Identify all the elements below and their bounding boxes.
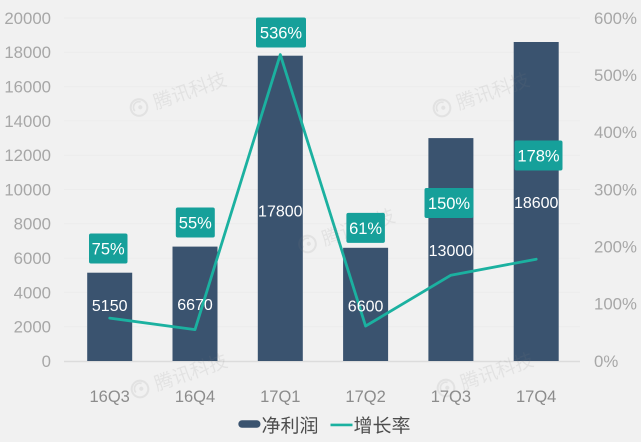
svg-text:150%: 150% <box>428 195 471 213</box>
svg-text:4000: 4000 <box>14 283 51 302</box>
svg-text:6600: 6600 <box>348 298 384 315</box>
svg-text:500%: 500% <box>594 66 637 85</box>
svg-text:75%: 75% <box>92 240 125 258</box>
svg-text:2000: 2000 <box>14 318 51 337</box>
svg-text:61%: 61% <box>349 220 382 238</box>
svg-text:17Q1: 17Q1 <box>260 388 300 406</box>
svg-text:16Q3: 16Q3 <box>90 388 130 406</box>
svg-text:200%: 200% <box>594 238 637 257</box>
svg-text:16000: 16000 <box>4 78 51 97</box>
svg-text:400%: 400% <box>594 123 637 142</box>
svg-text:14000: 14000 <box>4 112 51 131</box>
svg-text:0: 0 <box>42 352 51 371</box>
svg-text:16Q4: 16Q4 <box>175 388 215 406</box>
svg-text:13000: 13000 <box>429 243 474 260</box>
svg-text:100%: 100% <box>594 295 637 314</box>
svg-text:10000: 10000 <box>4 180 51 199</box>
svg-text:5150: 5150 <box>92 298 128 315</box>
svg-text:18600: 18600 <box>514 195 559 212</box>
svg-text:55%: 55% <box>179 214 212 232</box>
svg-text:8000: 8000 <box>14 215 51 234</box>
svg-text:17Q4: 17Q4 <box>516 388 556 406</box>
svg-text:0%: 0% <box>594 352 618 371</box>
svg-text:536%: 536% <box>260 24 303 42</box>
svg-text:20000: 20000 <box>4 9 51 28</box>
svg-text:17Q3: 17Q3 <box>431 388 471 406</box>
svg-text:600%: 600% <box>594 9 637 28</box>
svg-text:178%: 178% <box>517 147 560 165</box>
svg-text:12000: 12000 <box>4 146 51 165</box>
svg-text:17Q2: 17Q2 <box>345 388 385 406</box>
svg-text:17800: 17800 <box>258 204 303 221</box>
svg-text:18000: 18000 <box>4 43 51 62</box>
svg-text:6670: 6670 <box>177 297 213 314</box>
svg-text:300%: 300% <box>594 180 637 199</box>
svg-text:6000: 6000 <box>14 249 51 268</box>
